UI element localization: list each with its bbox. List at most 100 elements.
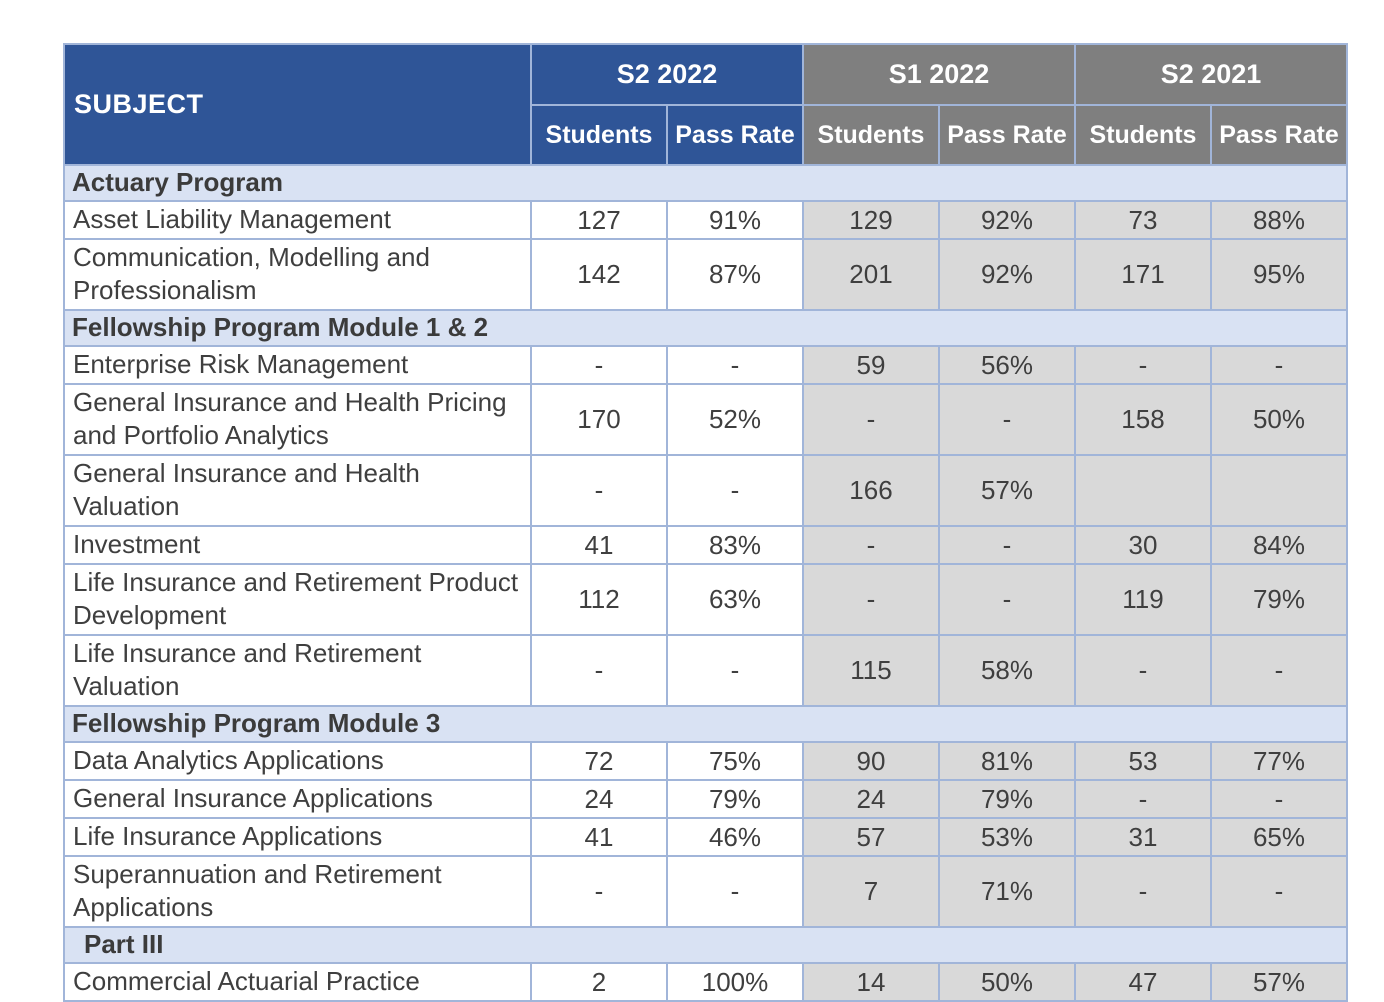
value-cell: 87%: [666, 238, 804, 311]
col-header-students-s2-2021: Students: [1074, 104, 1212, 166]
value-cell: 79%: [938, 779, 1076, 819]
table-row: Communication, Modelling and Professiona…: [63, 238, 1348, 311]
table-row: Superannuation and Retirement Applicatio…: [63, 855, 1348, 928]
value-cell: 50%: [1210, 383, 1348, 456]
table-row: Life Insurance and Retirement Product De…: [63, 563, 1348, 636]
value-cell: 170: [530, 383, 668, 456]
value-cell: -: [938, 525, 1076, 565]
value-cell: 56%: [938, 345, 1076, 385]
value-cell: 31: [1074, 817, 1212, 857]
subject-cell: General Insurance and Health Valuation: [63, 454, 532, 527]
value-cell: 95%: [1210, 238, 1348, 311]
value-cell: 119: [1074, 563, 1212, 636]
value-cell: 158: [1074, 383, 1212, 456]
value-cell: 75%: [666, 741, 804, 781]
table-row: Commercial Actuarial Practice 2 100% 14 50% 4…: [63, 962, 1348, 1002]
value-cell: -: [1210, 345, 1348, 385]
value-cell: -: [938, 383, 1076, 456]
value-cell: 112: [530, 563, 668, 636]
subject-cell: Asset Liability Management: [63, 200, 532, 240]
value-cell: 171: [1074, 238, 1212, 311]
value-cell: 71%: [938, 855, 1076, 928]
table-row: General Insurance and Health Valuation - -…: [63, 454, 1348, 527]
value-cell: 115: [802, 634, 940, 707]
value-cell: 58%: [938, 634, 1076, 707]
value-cell: 100%: [666, 962, 804, 1002]
subject-cell: Commercial Actuarial Practice: [63, 962, 532, 1002]
header-group-row: SUBJECT S2 2022 S1 2022 S2 2021: [63, 43, 1348, 166]
value-cell: -: [666, 345, 804, 385]
value-cell: 2: [530, 962, 668, 1002]
section-header-row: Actuary Program: [63, 164, 1348, 202]
col-header-passrate-s2-2022: Pass Rate: [666, 104, 804, 166]
table-row: Life Insurance Applications 41 46% 57 53% 31 6…: [63, 817, 1348, 857]
value-cell: 24: [530, 779, 668, 819]
col-header-students-s2-2022: Students: [530, 104, 668, 166]
value-cell: -: [1210, 855, 1348, 928]
table-row: Life Insurance and Retirement Valuation -…: [63, 634, 1348, 707]
value-cell: 57%: [1210, 962, 1348, 1002]
col-header-subject: SUBJECT: [63, 43, 532, 166]
subject-cell: Communication, Modelling and Professiona…: [63, 238, 532, 311]
col-group-s1-2022: S1 2022: [802, 43, 1076, 106]
value-cell: 79%: [666, 779, 804, 819]
value-cell: 129: [802, 200, 940, 240]
value-cell: 77%: [1210, 741, 1348, 781]
value-cell: -: [1210, 779, 1348, 819]
value-cell: 24: [802, 779, 940, 819]
value-cell: 65%: [1210, 817, 1348, 857]
value-cell: -: [530, 454, 668, 527]
value-cell: 83%: [666, 525, 804, 565]
value-cell: -: [802, 563, 940, 636]
value-cell: -: [1074, 345, 1212, 385]
value-cell: 57%: [938, 454, 1076, 527]
value-cell: 53: [1074, 741, 1212, 781]
section-header-row: Fellowship Program Module 1 & 2: [63, 309, 1348, 347]
subject-cell: Superannuation and Retirement Applicatio…: [63, 855, 532, 928]
col-header-students-s1-2022: Students: [802, 104, 940, 166]
value-cell: 57: [802, 817, 940, 857]
table-header: SUBJECT S2 2022 S1 2022 S2 2021 Students…: [63, 43, 1348, 166]
header-sub-row: Students Pass Rate Students Pass Rate St…: [64, 104, 1348, 166]
value-cell: 63%: [666, 563, 804, 636]
value-cell: 91%: [666, 200, 804, 240]
value-cell: 79%: [1210, 563, 1348, 636]
value-cell: -: [530, 345, 668, 385]
value-cell: 41: [530, 525, 668, 565]
value-cell: 81%: [938, 741, 1076, 781]
value-cell: 166: [802, 454, 940, 527]
value-cell: 30: [1074, 525, 1212, 565]
subject-cell: General Insurance and Health Pricing and…: [63, 383, 532, 456]
value-cell: 201: [802, 238, 940, 311]
value-cell: -: [1210, 634, 1348, 707]
section-header-row: Part III: [63, 926, 1348, 964]
value-cell: 41: [530, 817, 668, 857]
table-row: Enterprise Risk Management - -59 56% - -: [63, 345, 1348, 385]
value-cell: -: [666, 855, 804, 928]
section-title: Actuary Program: [63, 164, 1348, 202]
value-cell: -: [1074, 634, 1212, 707]
value-cell: 59: [802, 345, 940, 385]
value-cell: 88%: [1210, 200, 1348, 240]
subject-cell: Data Analytics Applications: [63, 741, 532, 781]
pass-rates-table-container: SUBJECT S2 2022 S1 2022 S2 2021 Students…: [63, 43, 1348, 1002]
section-title: Fellowship Program Module 1 & 2: [63, 309, 1348, 347]
table-row: General Insurance Applications 24 79% 24 79%…: [63, 779, 1348, 819]
value-cell: 47: [1074, 962, 1212, 1002]
value-cell: 73: [1074, 200, 1212, 240]
value-cell: 142: [530, 238, 668, 311]
exam-pass-rates-table: SUBJECT S2 2022 S1 2022 S2 2021 Students…: [63, 43, 1348, 1002]
table-row: Data Analytics Applications 72 75% 90 81% 53 7…: [63, 741, 1348, 781]
value-cell: -: [1074, 855, 1212, 928]
value-cell: -: [666, 454, 804, 527]
value-cell: -: [802, 383, 940, 456]
table-body: Actuary Program Asset Liability Managemen…: [63, 164, 1348, 1002]
col-header-passrate-s2-2021: Pass Rate: [1210, 104, 1348, 166]
col-group-s2-2022: S2 2022: [530, 43, 804, 106]
value-cell: 92%: [938, 200, 1076, 240]
section-title: Fellowship Program Module 3: [63, 705, 1348, 743]
table-row: General Insurance and Health Pricing and…: [63, 383, 1348, 456]
value-cell: -: [1074, 779, 1212, 819]
value-cell: 7: [802, 855, 940, 928]
value-cell: -: [938, 563, 1076, 636]
